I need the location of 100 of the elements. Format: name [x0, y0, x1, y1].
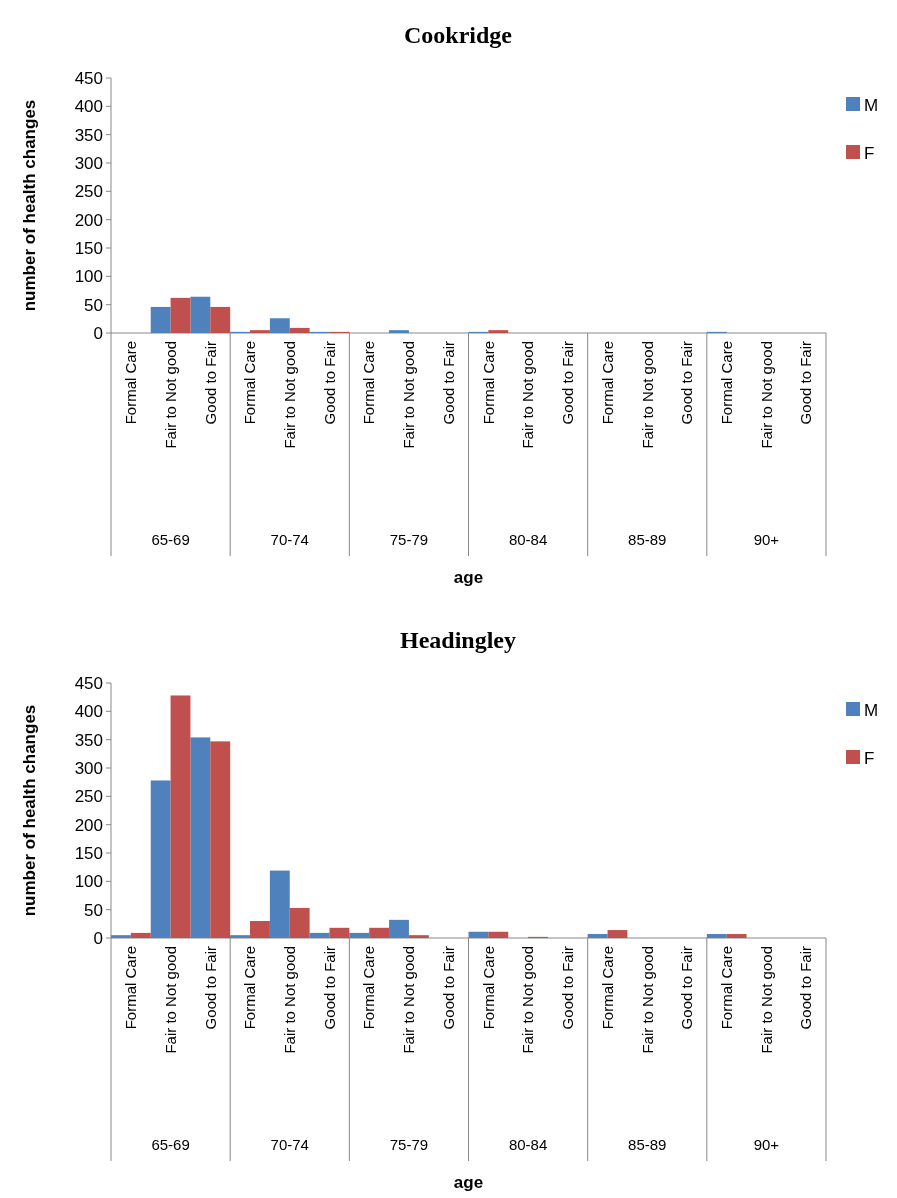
y-tick-label: 300 [74, 758, 103, 778]
x-tick-label: Fair to Not good [400, 946, 418, 1054]
bar [269, 318, 290, 333]
x-axis-title: age [453, 1173, 484, 1192]
y-tick-label: 300 [74, 153, 103, 173]
x-tick-label: Fair to Not good [281, 341, 298, 449]
x-tick-label: Good to Fair [797, 946, 815, 1030]
bar [250, 921, 270, 938]
y-axis-title: number of health changes [20, 99, 39, 312]
y-tick-label: 400 [74, 702, 103, 722]
bar [130, 932, 151, 938]
bar [408, 935, 429, 938]
bar [250, 330, 270, 333]
y-tick-label: 100 [74, 267, 103, 287]
x-tick-label: Formal Care [717, 341, 735, 425]
text: 75-79 [389, 531, 429, 548]
x-axis-title: age [453, 568, 484, 587]
y-tick-label: 150 [74, 843, 103, 863]
bar [706, 934, 727, 938]
y-tick-label: 150 [74, 238, 103, 258]
legend-label: M [864, 95, 879, 115]
x-tick-label: Fair to Not good [638, 341, 656, 449]
bar [369, 927, 390, 938]
y-tick-label: 450 [74, 673, 103, 693]
y-tick-label: 0 [93, 928, 103, 948]
x-tick-label: Formal Care [598, 946, 616, 1030]
bar [726, 934, 747, 938]
y-tick-label: 350 [74, 730, 103, 750]
bar [389, 330, 409, 333]
x-tick-label: Fair to Not good [519, 946, 537, 1054]
x-tick-label: Formal Care [122, 341, 140, 425]
y-tick-label: 400 [74, 97, 103, 117]
y-tick-label: 350 [74, 125, 103, 145]
y-tick-label: 0 [93, 323, 103, 343]
bar [329, 927, 350, 938]
bar [607, 930, 628, 938]
x-tick-label: Formal Care [598, 341, 616, 425]
x-tick-label: Good to Fair [678, 341, 696, 425]
x-tick-label: Fair to Not good [281, 946, 298, 1054]
y-tick-label: 200 [74, 210, 103, 230]
text: 80-84 [508, 1136, 548, 1153]
legend-label: M [864, 700, 879, 720]
text: 65-69 [151, 1136, 190, 1153]
x-tick-label: Fair to Not good [638, 946, 656, 1054]
text: 70-74 [270, 1136, 309, 1153]
x-tick-label: Formal Care [479, 341, 497, 425]
x-tick-label: Fair to Not good [519, 341, 537, 449]
x-tick-label: Good to Fair [439, 946, 457, 1030]
x-tick-label: Formal Care [241, 946, 259, 1030]
y-axis-title: number of health changes [20, 704, 39, 917]
x-tick-label: Formal Care [241, 341, 259, 425]
legend-label: F [864, 748, 875, 768]
x-tick-label: Formal Care [717, 946, 735, 1030]
chart-title: Headingley [399, 627, 517, 653]
bar [170, 695, 191, 938]
y-tick-label: 450 [74, 68, 103, 88]
bar [190, 296, 211, 333]
x-tick-label: Good to Fair [797, 341, 815, 425]
x-tick-label: Good to Fair [320, 341, 338, 425]
bar [289, 907, 310, 938]
bar [230, 935, 251, 938]
bar [309, 932, 330, 938]
text: 75-79 [389, 1136, 429, 1153]
y-tick-label: 250 [74, 787, 103, 807]
x-tick-label: Formal Care [360, 341, 378, 425]
x-tick-label: Fair to Not good [400, 341, 418, 449]
text: 70-74 [270, 531, 309, 548]
x-tick-label: Fair to Not good [757, 946, 775, 1054]
bar [150, 780, 171, 938]
x-tick-label: Good to Fair [559, 946, 577, 1030]
bar [488, 330, 509, 333]
x-tick-label: Formal Care [360, 946, 378, 1030]
legend-label: F [864, 143, 875, 163]
bar [111, 935, 131, 938]
text: 85-89 [628, 531, 667, 548]
bar [289, 327, 310, 333]
y-tick-label: 250 [74, 182, 103, 202]
text: 85-89 [628, 1136, 667, 1153]
text: 90+ [753, 1136, 780, 1153]
bar [210, 741, 231, 938]
bar [150, 306, 171, 333]
bar [210, 306, 231, 333]
bar [349, 932, 370, 938]
x-tick-label: Good to Fair [201, 946, 219, 1030]
x-tick-label: Good to Fair [201, 341, 219, 425]
bar [468, 931, 489, 938]
y-tick-label: 50 [84, 295, 103, 315]
x-tick-label: Fair to Not good [161, 946, 179, 1054]
y-tick-label: 100 [74, 872, 103, 892]
x-tick-label: Formal Care [479, 946, 497, 1030]
text: 65-69 [151, 531, 190, 548]
x-tick-label: Fair to Not good [161, 341, 179, 449]
bar [170, 297, 191, 333]
text: 80-84 [508, 531, 548, 548]
bar [269, 870, 290, 938]
bar [488, 931, 509, 938]
x-tick-label: Fair to Not good [757, 341, 775, 449]
x-tick-label: Good to Fair [320, 946, 338, 1030]
chart-title: Cookridge [404, 22, 513, 48]
x-tick-label: Formal Care [122, 946, 140, 1030]
